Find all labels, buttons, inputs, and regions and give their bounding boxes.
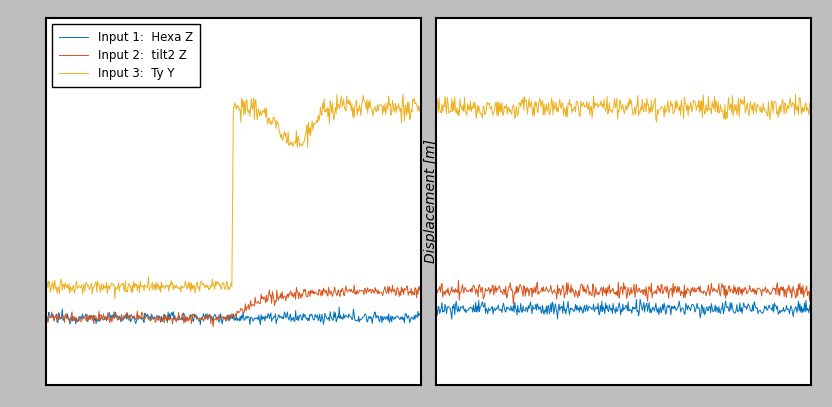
- Input 3:  Ty Y: (238, -0.0219): Ty Y: (238, -0.0219): [220, 286, 230, 291]
- Line: Input 2:  tilt2 Z: Input 2: tilt2 Z: [46, 285, 420, 327]
- Input 3:  Ty Y: (92, -0.0337): Ty Y: (92, -0.0337): [110, 296, 120, 301]
- Input 1:  Hexa Z: (499, -0.0512): Hexa Z: (499, -0.0512): [415, 312, 425, 317]
- Input 2:  tilt2 Z: (223, -0.0652): tilt2 Z: (223, -0.0652): [208, 324, 218, 329]
- Input 2:  tilt2 Z: (410, -0.0259): tilt2 Z: (410, -0.0259): [349, 289, 359, 294]
- Input 1:  Hexa Z: (489, -0.0564): Hexa Z: (489, -0.0564): [408, 317, 418, 322]
- Input 1:  Hexa Z: (206, -0.0629): Hexa Z: (206, -0.0629): [196, 322, 206, 327]
- Input 2:  tilt2 Z: (271, -0.046): tilt2 Z: (271, -0.046): [244, 307, 254, 312]
- Input 1:  Hexa Z: (298, -0.0562): Hexa Z: (298, -0.0562): [265, 316, 275, 321]
- Y-axis label: Displacement [m]: Displacement [m]: [423, 140, 438, 263]
- Input 3:  Ty Y: (410, 0.18): Ty Y: (410, 0.18): [349, 105, 359, 110]
- Input 1:  Hexa Z: (0, -0.0556): Hexa Z: (0, -0.0556): [41, 316, 51, 321]
- Input 3:  Ty Y: (241, -0.0143): Ty Y: (241, -0.0143): [221, 279, 231, 284]
- Input 1:  Hexa Z: (391, -0.0432): Hexa Z: (391, -0.0432): [334, 305, 344, 310]
- Input 1:  Hexa Z: (238, -0.055): Hexa Z: (238, -0.055): [220, 315, 230, 320]
- Input 2:  tilt2 Z: (499, -0.0202): tilt2 Z: (499, -0.0202): [415, 284, 425, 289]
- Input 1:  Hexa Z: (241, -0.0551): Hexa Z: (241, -0.0551): [221, 315, 231, 320]
- Input 3:  Ty Y: (271, 0.178): Ty Y: (271, 0.178): [244, 107, 254, 112]
- Input 2:  tilt2 Z: (411, -0.0184): tilt2 Z: (411, -0.0184): [349, 282, 359, 287]
- Input 1:  Hexa Z: (271, -0.0555): Hexa Z: (271, -0.0555): [244, 315, 254, 320]
- Input 2:  tilt2 Z: (241, -0.0555): tilt2 Z: (241, -0.0555): [221, 316, 231, 321]
- Legend: Input 1:  Hexa Z, Input 2:  tilt2 Z, Input 3:  Ty Y: Input 1: Hexa Z, Input 2: tilt2 Z, Input…: [52, 24, 200, 87]
- Input 3:  Ty Y: (298, 0.168): Ty Y: (298, 0.168): [265, 116, 275, 121]
- Line: Input 3:  Ty Y: Input 3: Ty Y: [46, 94, 420, 299]
- Input 2:  tilt2 Z: (0, -0.058): tilt2 Z: (0, -0.058): [41, 318, 51, 323]
- Input 3:  Ty Y: (476, 0.195): Ty Y: (476, 0.195): [398, 92, 408, 96]
- Input 2:  tilt2 Z: (298, -0.0243): tilt2 Z: (298, -0.0243): [265, 288, 275, 293]
- Input 3:  Ty Y: (499, 0.175): Ty Y: (499, 0.175): [415, 109, 425, 114]
- Line: Input 1:  Hexa Z: Input 1: Hexa Z: [46, 307, 420, 325]
- Input 3:  Ty Y: (0, -0.0223): Ty Y: (0, -0.0223): [41, 286, 51, 291]
- Input 1:  Hexa Z: (411, -0.0521): Hexa Z: (411, -0.0521): [349, 313, 359, 317]
- Input 2:  tilt2 Z: (489, -0.0259): tilt2 Z: (489, -0.0259): [408, 289, 418, 294]
- Input 2:  tilt2 Z: (238, -0.0566): tilt2 Z: (238, -0.0566): [220, 317, 230, 322]
- Input 3:  Ty Y: (489, 0.189): Ty Y: (489, 0.189): [408, 97, 418, 102]
